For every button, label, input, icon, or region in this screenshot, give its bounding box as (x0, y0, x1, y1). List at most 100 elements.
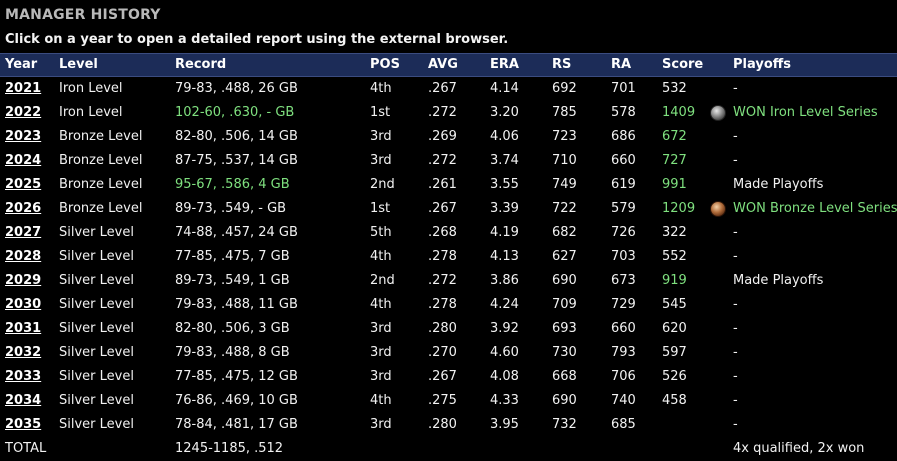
score-cell: 1209 (662, 201, 696, 216)
pos-cell: 3rd (370, 321, 392, 336)
avg-cell: .275 (428, 393, 457, 408)
record-cell: 82-80, .506, 3 GB (175, 321, 290, 336)
year-link[interactable]: 2033 (5, 369, 42, 384)
year-link[interactable]: 2023 (5, 129, 42, 144)
level-cell: Silver Level (59, 249, 134, 264)
table-row: 2031 Silver Level 82-80, .506, 3 GB 3rd … (0, 317, 897, 341)
year-link[interactable]: 2034 (5, 393, 42, 408)
pos-cell: 4th (370, 393, 392, 408)
year-link[interactable]: 2024 (5, 153, 42, 168)
header-playoffs[interactable]: Playoffs (733, 57, 792, 72)
record-cell: 79-83, .488, 26 GB (175, 81, 298, 96)
era-cell: 3.39 (490, 201, 519, 216)
header-year[interactable]: Year (5, 57, 38, 72)
pos-cell: 3rd (370, 345, 392, 360)
playoffs-cell: WON Iron Level Series (733, 105, 878, 120)
header-record[interactable]: Record (175, 57, 227, 72)
table-row: 2032 Silver Level 79-83, .488, 8 GB 3rd … (0, 341, 897, 365)
year-link[interactable]: 2028 (5, 249, 42, 264)
era-cell: 4.24 (490, 297, 519, 312)
rs-cell: 693 (552, 321, 577, 336)
avg-cell: .272 (428, 273, 457, 288)
year-link[interactable]: 2022 (5, 105, 42, 120)
era-cell: 4.08 (490, 369, 519, 384)
pos-cell: 3rd (370, 417, 392, 432)
table-row: 2026 Bronze Level 89-73, .549, - GB 1st … (0, 197, 897, 221)
level-cell: Iron Level (59, 105, 123, 120)
header-level[interactable]: Level (59, 57, 98, 72)
record-cell: 82-80, .506, 14 GB (175, 129, 298, 144)
ra-cell: 703 (611, 249, 636, 264)
avg-cell: .267 (428, 81, 457, 96)
record-cell: 87-75, .537, 14 GB (175, 153, 298, 168)
pos-cell: 4th (370, 249, 392, 264)
level-cell: Silver Level (59, 297, 134, 312)
level-cell: Bronze Level (59, 153, 143, 168)
playoffs-cell: - (733, 321, 738, 336)
rs-cell: 722 (552, 201, 577, 216)
era-cell: 3.86 (490, 273, 519, 288)
header-pos[interactable]: POS (370, 57, 400, 72)
year-link[interactable]: 2030 (5, 297, 42, 312)
record-cell: 79-83, .488, 8 GB (175, 345, 290, 360)
year-link[interactable]: 2021 (5, 81, 42, 96)
year-link[interactable]: 2026 (5, 201, 42, 216)
ra-cell: 706 (611, 369, 636, 384)
year-link[interactable]: 2029 (5, 273, 42, 288)
score-cell: 672 (662, 129, 687, 144)
playoffs-cell: - (733, 297, 738, 312)
total-label: TOTAL (5, 441, 47, 456)
ra-cell: 793 (611, 345, 636, 360)
record-cell: 95-67, .586, 4 GB (175, 177, 290, 192)
score-cell: 322 (662, 225, 687, 240)
ra-cell: 726 (611, 225, 636, 240)
rs-cell: 692 (552, 81, 577, 96)
rs-cell: 690 (552, 273, 577, 288)
score-cell: 919 (662, 273, 687, 288)
playoffs-cell: - (733, 417, 738, 432)
playoffs-cell: - (733, 345, 738, 360)
level-cell: Silver Level (59, 369, 134, 384)
table-row: 2028 Silver Level 77-85, .475, 7 GB 4th … (0, 245, 897, 269)
rs-cell: 668 (552, 369, 577, 384)
score-cell: 458 (662, 393, 687, 408)
level-cell: Bronze Level (59, 201, 143, 216)
ra-cell: 685 (611, 417, 636, 432)
page-title: MANAGER HISTORY (5, 7, 161, 23)
record-cell: 79-83, .488, 11 GB (175, 297, 298, 312)
header-ra[interactable]: RA (611, 57, 632, 72)
ra-cell: 729 (611, 297, 636, 312)
level-cell: Bronze Level (59, 129, 143, 144)
year-link[interactable]: 2032 (5, 345, 42, 360)
bronze-trophy-icon (710, 201, 726, 217)
year-link[interactable]: 2031 (5, 321, 42, 336)
table-row: 2025 Bronze Level 95-67, .586, 4 GB 2nd … (0, 173, 897, 197)
year-link[interactable]: 2025 (5, 177, 42, 192)
year-link[interactable]: 2027 (5, 225, 42, 240)
score-cell: 545 (662, 297, 687, 312)
iron-trophy-icon (710, 105, 726, 121)
year-link[interactable]: 2035 (5, 417, 42, 432)
page-subtitle: Click on a year to open a detailed repor… (5, 32, 509, 47)
record-cell: 89-73, .549, - GB (175, 201, 287, 216)
playoffs-cell: - (733, 81, 738, 96)
playoffs-cell: - (733, 369, 738, 384)
header-era[interactable]: ERA (490, 57, 519, 72)
ra-cell: 686 (611, 129, 636, 144)
table-row: 2033 Silver Level 77-85, .475, 12 GB 3rd… (0, 365, 897, 389)
header-rs[interactable]: RS (552, 57, 572, 72)
ra-cell: 578 (611, 105, 636, 120)
playoffs-cell: - (733, 249, 738, 264)
rs-cell: 785 (552, 105, 577, 120)
playoffs-cell: WON Bronze Level Series (733, 201, 897, 216)
pos-cell: 2nd (370, 177, 395, 192)
pos-cell: 1st (370, 201, 391, 216)
record-cell: 77-85, .475, 7 GB (175, 249, 290, 264)
table-row: 2029 Silver Level 89-73, .549, 1 GB 2nd … (0, 269, 897, 293)
header-avg[interactable]: AVG (428, 57, 458, 72)
playoffs-cell: Made Playoffs (733, 273, 824, 288)
header-score[interactable]: Score (662, 57, 704, 72)
pos-cell: 2nd (370, 273, 395, 288)
era-cell: 3.55 (490, 177, 519, 192)
table-row: 2023 Bronze Level 82-80, .506, 14 GB 3rd… (0, 125, 897, 149)
